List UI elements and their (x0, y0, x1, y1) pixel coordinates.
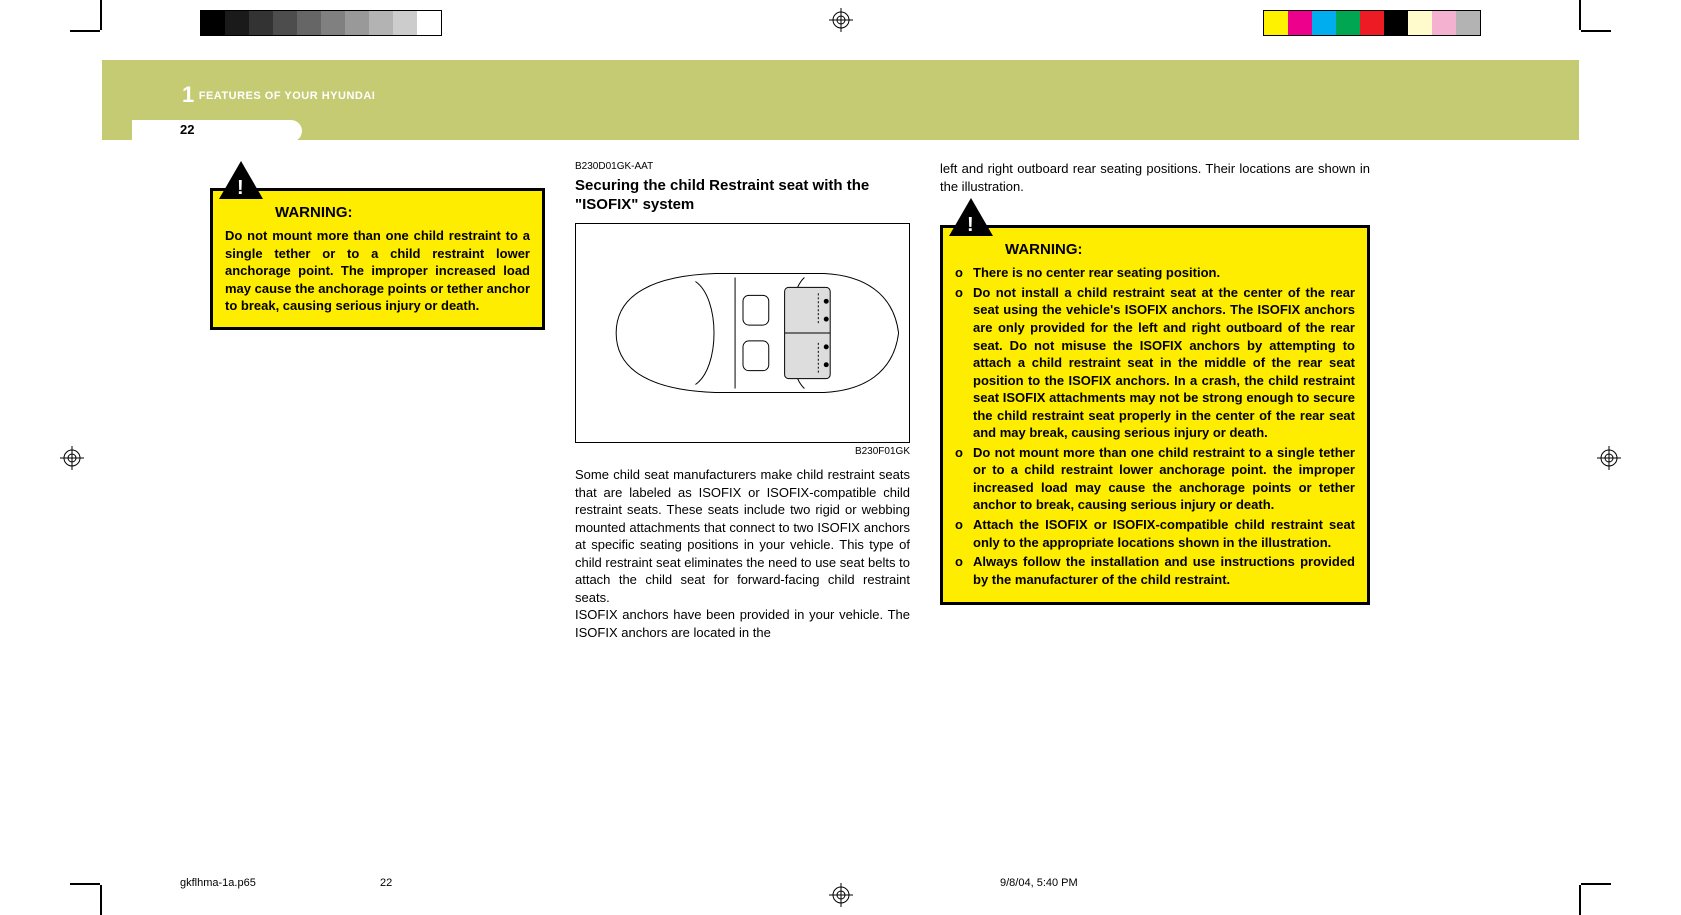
footer-meta: gkflhma-1a.p65 22 9/8/04, 5:40 PM (180, 877, 1501, 889)
section-intro: left and right outboard rear seating pos… (940, 160, 1370, 195)
gray-swatch (369, 11, 393, 35)
column-1: WARNING: Do not mount more than one chil… (210, 160, 545, 840)
page-number: 22 (180, 122, 194, 137)
gray-swatch (417, 11, 441, 35)
registration-mark-icon (829, 8, 853, 32)
color-swatch (1432, 11, 1456, 35)
bottom-printer-marks: gkflhma-1a.p65 22 9/8/04, 5:40 PM (0, 865, 1681, 915)
color-swatch (1456, 11, 1480, 35)
chapter-label: 1 FEATURES OF YOUR HYUNDAI (182, 82, 375, 108)
crop-mark (100, 0, 102, 30)
footer-datetime: 9/8/04, 5:40 PM (700, 877, 1501, 889)
crop-mark (1579, 0, 1581, 30)
gray-swatch (393, 11, 417, 35)
chapter-header-band: 1 FEATURES OF YOUR HYUNDAI 22 (102, 60, 1579, 140)
warning-list-item: oAlways follow the installation and use … (955, 553, 1355, 588)
isofix-car-diagram (575, 223, 910, 443)
section-body: Some child seat manufacturers make child… (575, 466, 910, 641)
footer-page: 22 (380, 877, 700, 889)
crop-mark (1579, 885, 1581, 915)
color-swatch (1288, 11, 1312, 35)
color-swatch (1264, 11, 1288, 35)
section-code: B230D01GK-AAT (575, 160, 910, 174)
crop-mark (70, 30, 100, 32)
gray-swatch (297, 11, 321, 35)
color-swatch (1408, 11, 1432, 35)
gray-swatch (249, 11, 273, 35)
warning-list-item: oDo not install a child restraint seat a… (955, 284, 1355, 442)
warning-triangle-icon (949, 198, 993, 236)
warning-box-large: WARNING: oThere is no center rear seatin… (940, 225, 1370, 605)
chapter-title: FEATURES OF YOUR HYUNDAI (199, 90, 376, 102)
warning-body: Do not mount more than one child restrai… (225, 227, 530, 315)
registration-mark-icon (1597, 446, 1621, 470)
warning-list-item: oDo not mount more than one child restra… (955, 444, 1355, 514)
column-2: B230D01GK-AAT Securing the child Restrai… (575, 160, 910, 840)
color-swatch-bar (1263, 10, 1481, 36)
gray-swatch (225, 11, 249, 35)
gray-swatch (321, 11, 345, 35)
warning-title: WARNING: (1005, 240, 1355, 260)
color-swatch (1384, 11, 1408, 35)
warning-box: WARNING: Do not mount more than one chil… (210, 188, 545, 330)
warning-list: oThere is no center rear seating positio… (955, 264, 1355, 588)
crop-mark (1581, 883, 1611, 885)
registration-mark-icon (60, 446, 84, 470)
footer-filename: gkflhma-1a.p65 (180, 877, 380, 889)
gray-swatch-bar (200, 10, 442, 36)
figure-code: B230F01GK (575, 445, 910, 459)
warning-list-item: oThere is no center rear seating positio… (955, 264, 1355, 282)
column-3: left and right outboard rear seating pos… (940, 160, 1370, 840)
page-content: WARNING: Do not mount more than one chil… (210, 160, 1370, 840)
color-swatch (1312, 11, 1336, 35)
gray-swatch (201, 11, 225, 35)
section-title: Securing the child Restraint seat with t… (575, 176, 910, 215)
chapter-number: 1 (182, 82, 195, 107)
page-number-tab: 22 (132, 120, 302, 142)
crop-mark (70, 883, 100, 885)
crop-mark (1581, 30, 1611, 32)
warning-triangle-icon (219, 161, 263, 199)
warning-list-item: oAttach the ISOFIX or ISOFIX-compatible … (955, 516, 1355, 551)
gray-swatch (345, 11, 369, 35)
crop-mark (100, 885, 102, 915)
color-swatch (1336, 11, 1360, 35)
color-swatch (1360, 11, 1384, 35)
gray-swatch (273, 11, 297, 35)
warning-title: WARNING: (275, 203, 530, 223)
